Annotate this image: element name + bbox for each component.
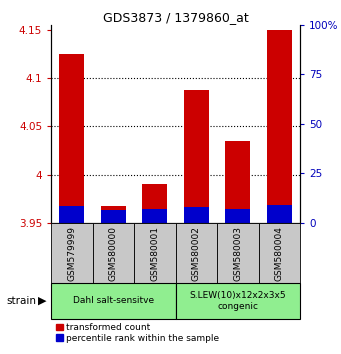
Bar <box>143 209 167 223</box>
Bar <box>59 54 84 223</box>
Bar <box>176 283 300 319</box>
Bar <box>184 207 209 223</box>
Bar <box>134 223 176 283</box>
Text: GSM580000: GSM580000 <box>109 225 118 281</box>
Bar <box>101 210 126 223</box>
Legend: transformed count, percentile rank within the sample: transformed count, percentile rank withi… <box>56 323 220 343</box>
Bar <box>267 205 292 223</box>
Bar <box>184 90 209 223</box>
Text: GSM580001: GSM580001 <box>150 225 159 281</box>
Text: GSM580004: GSM580004 <box>275 225 284 281</box>
Text: strain: strain <box>7 296 37 306</box>
Bar <box>59 206 84 223</box>
Bar <box>51 223 93 283</box>
Title: GDS3873 / 1379860_at: GDS3873 / 1379860_at <box>103 11 249 24</box>
Text: ▶: ▶ <box>38 296 46 306</box>
Bar <box>51 283 176 319</box>
Bar <box>217 223 258 283</box>
Text: Dahl salt-sensitve: Dahl salt-sensitve <box>73 296 154 306</box>
Bar <box>143 184 167 223</box>
Bar <box>93 223 134 283</box>
Bar <box>225 210 250 223</box>
Text: GSM579999: GSM579999 <box>68 225 76 281</box>
Bar <box>176 223 217 283</box>
Bar <box>258 223 300 283</box>
Text: GSM580003: GSM580003 <box>233 225 242 281</box>
Text: GSM580002: GSM580002 <box>192 225 201 281</box>
Bar <box>101 206 126 223</box>
Text: S.LEW(10)x12x2x3x5
congenic: S.LEW(10)x12x2x3x5 congenic <box>190 291 286 310</box>
Bar <box>267 30 292 223</box>
Bar <box>225 141 250 223</box>
